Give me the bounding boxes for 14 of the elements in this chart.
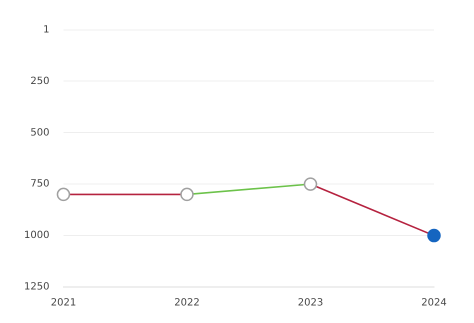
y-tick-label: 750 bbox=[30, 178, 50, 190]
x-tick-label: 2022 bbox=[174, 298, 200, 309]
y-tick-label: 1000 bbox=[24, 230, 50, 242]
y-tick-label: 1 bbox=[43, 24, 50, 36]
point bbox=[180, 188, 194, 202]
point bbox=[56, 188, 70, 202]
x-tick-label: 2024 bbox=[421, 298, 447, 309]
point bbox=[304, 177, 318, 191]
y-tick-label: 250 bbox=[30, 76, 50, 87]
x-tick-label: 2021 bbox=[50, 298, 76, 309]
y-tick-label: 500 bbox=[30, 127, 50, 138]
point bbox=[427, 228, 441, 242]
y-tick-label: 1250 bbox=[24, 282, 50, 293]
x-tick-label: 2023 bbox=[298, 298, 324, 309]
